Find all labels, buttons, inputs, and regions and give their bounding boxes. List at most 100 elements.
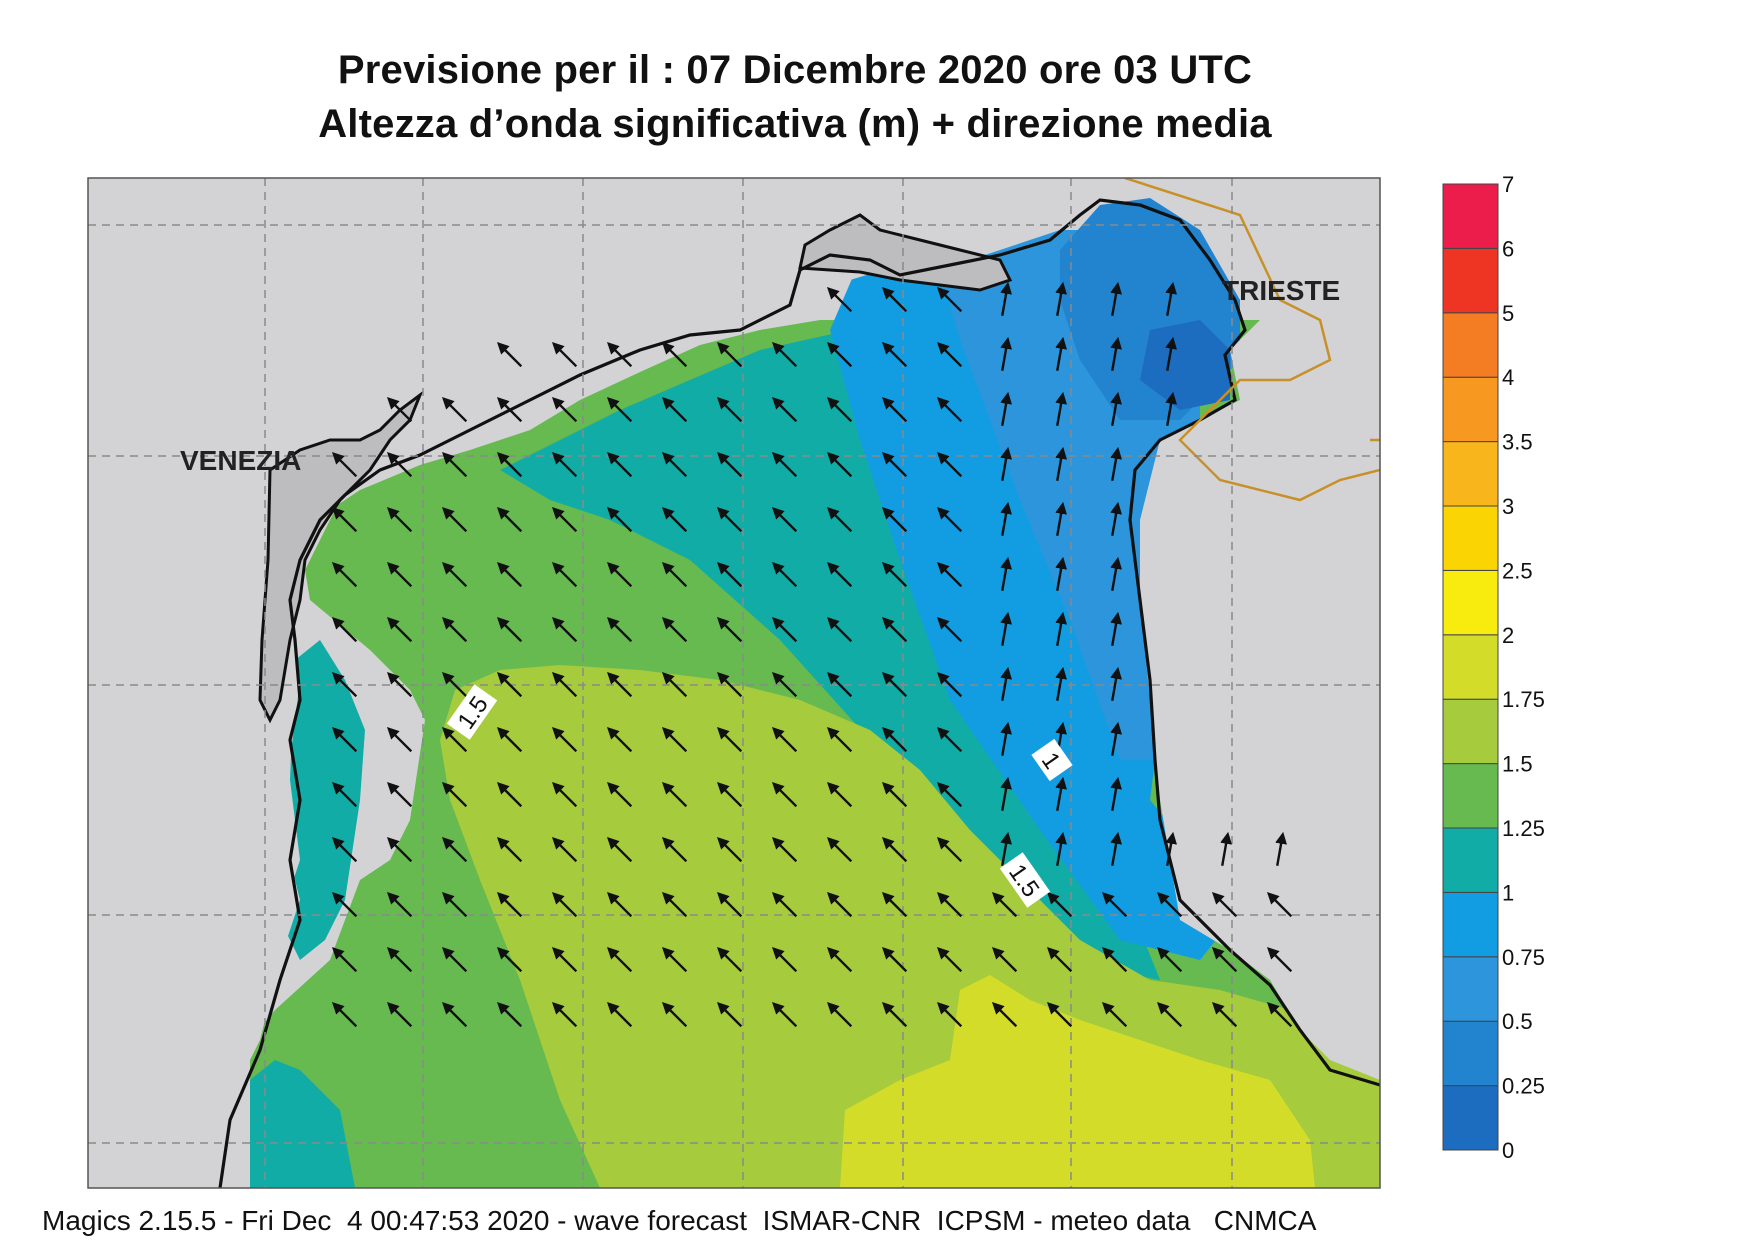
label-trieste: TRIESTE bbox=[1222, 275, 1340, 306]
wave-arrow bbox=[716, 726, 743, 753]
band-1-1-25 bbox=[500, 330, 1160, 980]
wave-arrow bbox=[331, 451, 358, 478]
wave-arrow bbox=[551, 1001, 578, 1028]
wave-arrow bbox=[771, 506, 798, 533]
legend-colorbar: 0 0.25 0.5 0.75 1 1.25 1.5 1.75 2 2.5 3 3.5 4 5 6 7 bbox=[1442, 172, 1545, 1163]
wave-arrow bbox=[551, 836, 578, 863]
wave-arrow bbox=[441, 561, 468, 588]
wave-arrow bbox=[1055, 776, 1068, 811]
wave-arrow bbox=[331, 781, 358, 808]
wave-arrow bbox=[441, 671, 468, 698]
wave-arrow bbox=[606, 671, 633, 698]
wave-arrow bbox=[441, 451, 468, 478]
wave-arrow bbox=[991, 891, 1018, 918]
wave-arrow bbox=[606, 1001, 633, 1028]
wave-arrow bbox=[716, 451, 743, 478]
wave-arrow bbox=[1275, 831, 1288, 866]
wave-arrow bbox=[771, 451, 798, 478]
band-1-1-25-sw bbox=[250, 1060, 355, 1188]
wave-arrow bbox=[386, 836, 413, 863]
wave-arrow bbox=[1110, 776, 1123, 811]
legend-level-label: 1.75 bbox=[1502, 687, 1545, 712]
legend-level-label: 0.25 bbox=[1502, 1074, 1545, 1099]
wave-arrow bbox=[826, 836, 853, 863]
wave-arrow bbox=[1211, 1001, 1238, 1028]
wave-arrow bbox=[826, 726, 853, 753]
legend-swatch bbox=[1442, 312, 1499, 378]
wave-arrow bbox=[1000, 611, 1013, 646]
legend-swatch bbox=[1442, 1020, 1499, 1087]
wave-arrow bbox=[826, 561, 853, 588]
wave-arrow bbox=[1110, 666, 1123, 701]
wave-arrow bbox=[496, 781, 523, 808]
wave-arrow bbox=[1165, 281, 1178, 316]
wave-arrow bbox=[661, 836, 688, 863]
wave-arrow bbox=[716, 341, 743, 368]
wave-arrow bbox=[331, 561, 358, 588]
wave-arrow bbox=[606, 616, 633, 643]
wave-arrow bbox=[1000, 556, 1013, 591]
wave-arrow bbox=[1156, 1001, 1183, 1028]
wave-arrow bbox=[1000, 391, 1013, 426]
wave-arrow bbox=[881, 671, 908, 698]
wave-arrow bbox=[881, 616, 908, 643]
wave-arrow bbox=[386, 561, 413, 588]
wave-arrow bbox=[386, 946, 413, 973]
legend-level-label: 5 bbox=[1502, 301, 1514, 326]
wave-arrow bbox=[1101, 891, 1128, 918]
wave-arrow bbox=[771, 891, 798, 918]
wave-arrow bbox=[496, 836, 523, 863]
wave-arrow bbox=[881, 726, 908, 753]
legend-swatch bbox=[1442, 183, 1499, 249]
wave-arrow bbox=[826, 451, 853, 478]
wave-arrow bbox=[881, 341, 908, 368]
wave-arrow bbox=[661, 616, 688, 643]
wave-arrow bbox=[1046, 891, 1073, 918]
wave-arrow bbox=[496, 891, 523, 918]
wave-arrow bbox=[881, 836, 908, 863]
wave-arrow bbox=[441, 836, 468, 863]
wave-arrow bbox=[771, 396, 798, 423]
wave-arrow bbox=[1110, 281, 1123, 316]
wave-arrow bbox=[606, 946, 633, 973]
coastline bbox=[218, 198, 1380, 1188]
legend-level-label: 1 bbox=[1502, 880, 1514, 905]
wave-arrow bbox=[881, 891, 908, 918]
wave-arrow bbox=[826, 781, 853, 808]
wave-arrow bbox=[771, 946, 798, 973]
wave-arrow bbox=[1000, 501, 1013, 536]
legend-level-label: 0.5 bbox=[1502, 1009, 1533, 1034]
wave-arrow bbox=[661, 1001, 688, 1028]
wave-arrow bbox=[551, 451, 578, 478]
wave-arrow bbox=[386, 616, 413, 643]
wave-arrow bbox=[826, 341, 853, 368]
legend-level-label: 7 bbox=[1502, 172, 1514, 197]
wave-arrow bbox=[441, 506, 468, 533]
legend-level-label: 2 bbox=[1502, 623, 1514, 648]
graticule bbox=[88, 178, 1380, 1188]
wave-arrow bbox=[716, 396, 743, 423]
wave-arrow bbox=[1000, 666, 1013, 701]
wave-arrow bbox=[496, 671, 523, 698]
wave-arrow bbox=[331, 726, 358, 753]
wave-arrow bbox=[771, 341, 798, 368]
wave-arrow bbox=[1055, 336, 1068, 371]
wave-arrow bbox=[1000, 831, 1013, 866]
wave-arrow bbox=[606, 891, 633, 918]
wave-arrow bbox=[661, 451, 688, 478]
wave-arrow bbox=[716, 891, 743, 918]
wave-arrow bbox=[1165, 336, 1178, 371]
wave-arrow bbox=[441, 396, 468, 423]
wave-arrow bbox=[881, 1001, 908, 1028]
wave-arrow bbox=[881, 506, 908, 533]
wave-arrow bbox=[551, 781, 578, 808]
wave-arrow bbox=[386, 891, 413, 918]
wave-arrow bbox=[496, 1001, 523, 1028]
legend-level-label: 4 bbox=[1502, 365, 1514, 390]
legend-swatch bbox=[1442, 376, 1499, 443]
wave-arrow bbox=[1110, 446, 1123, 481]
wave-arrow bbox=[936, 671, 963, 698]
wave-arrow bbox=[606, 781, 633, 808]
wave-arrow bbox=[716, 616, 743, 643]
wave-arrow bbox=[1266, 946, 1293, 973]
